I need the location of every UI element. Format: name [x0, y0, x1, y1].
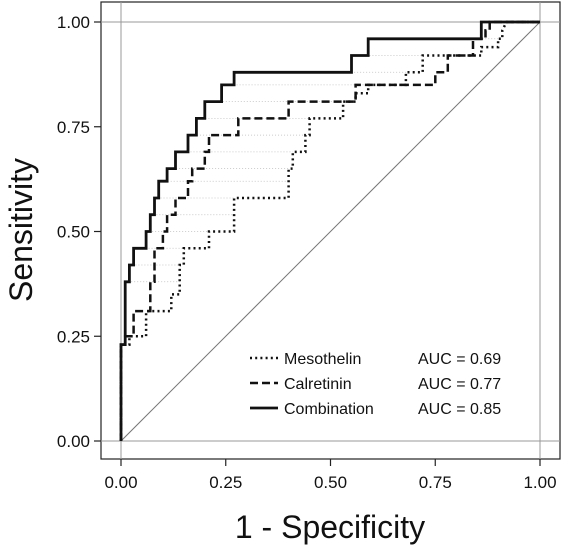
legend-auc-mesothelin: AUC = 0.69 [418, 351, 501, 368]
y-tick-label: 1.00 [57, 13, 90, 32]
legend-auc-calretinin: AUC = 0.77 [418, 376, 501, 393]
chance-diagonal [120, 21, 541, 442]
y-tick-label: 0.00 [57, 432, 90, 451]
legend-auc-combination: AUC = 0.85 [418, 401, 501, 418]
x-tick-label: 1.00 [523, 473, 556, 492]
roc-curve-calretinin [119, 20, 540, 441]
x-tick-label: 0.75 [419, 473, 452, 492]
y-tick-label: 0.50 [57, 223, 90, 242]
x-tick-label: 0.50 [314, 473, 347, 492]
y-tick-label: 0.75 [57, 118, 90, 137]
legend: Mesothelin AUC = 0.69 Calretinin AUC = 0… [250, 351, 501, 418]
x-axis-title: 1 - Specificity [235, 509, 425, 545]
roc-curve-combination [119, 20, 540, 441]
x-tick-label: 0.00 [104, 473, 137, 492]
legend-label-mesothelin: Mesothelin [284, 351, 361, 368]
roc-curve-mesothelin [119, 20, 540, 441]
legend-label-combination: Combination [284, 401, 374, 418]
x-tick-label: 0.25 [209, 473, 242, 492]
legend-label-calretinin: Calretinin [284, 376, 352, 393]
y-tick-label: 0.25 [57, 327, 90, 346]
y-axis-title: Sensitivity [3, 158, 39, 302]
